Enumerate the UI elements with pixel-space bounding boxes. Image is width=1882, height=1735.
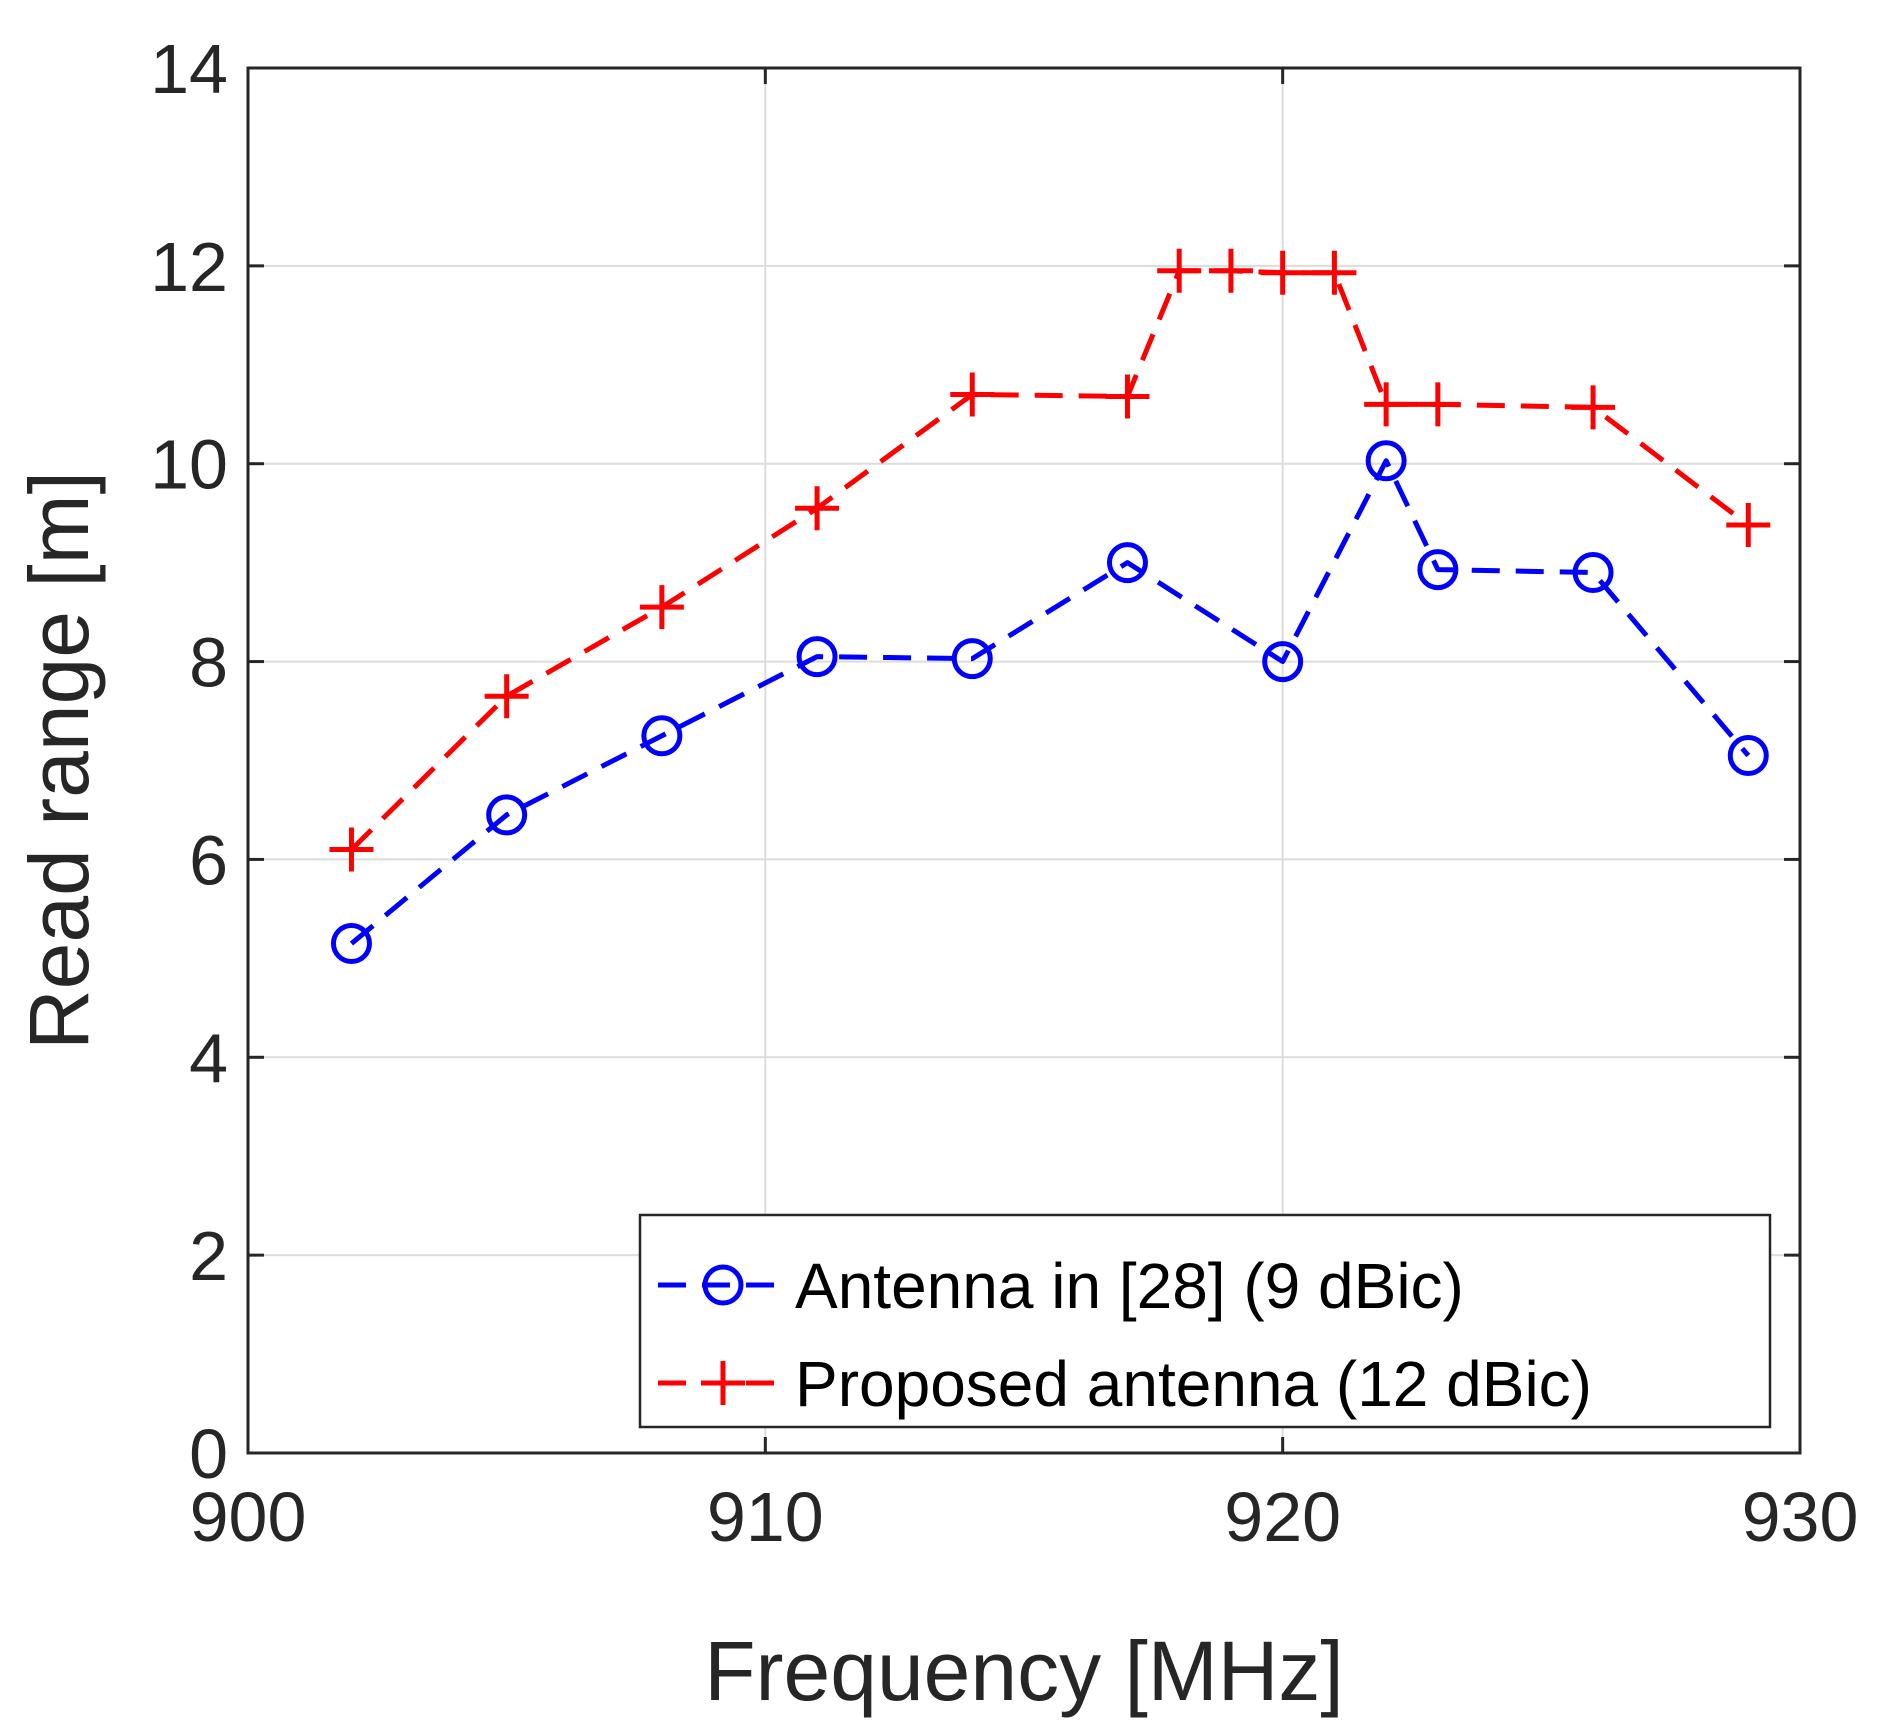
y-tick-label: 14 [150,30,228,108]
y-tick-label: 6 [189,821,228,899]
data-point [951,638,993,680]
data-point [1727,735,1769,777]
legend: Antenna in [28] (9 dBic) Proposed antenn… [638,1213,1772,1429]
x-tick-label: 910 [707,1478,824,1556]
legend-box [638,1213,1772,1429]
data-point [1262,641,1304,683]
data-point [1417,549,1459,591]
data-point [641,715,683,757]
series-0 [330,440,1769,965]
x-tick-label: 930 [1742,1478,1859,1556]
data-point [1208,248,1253,293]
axis-ticks: 900 910 920 930 0 2 4 6 8 10 12 14 [150,30,1858,1556]
data-point [1726,503,1771,548]
data-point [1105,374,1150,419]
data-point [1157,248,1202,293]
legend-symbol-proposed-antenna [658,1361,788,1405]
series-line [349,458,1751,946]
data-point [796,636,838,678]
y-axis-label: Read range [m] [12,471,106,1050]
legend-entry-proposed-antenna: Proposed antenna (12 dBic) [795,1348,1592,1420]
legend-entry-antenna-28: Antenna in [28] (9 dBic) [795,1250,1464,1322]
legend-marker [701,1361,745,1405]
data-point [1415,382,1460,427]
data-point [484,674,529,719]
y-tick-label: 2 [189,1217,228,1295]
x-axis-label: Frequency [MHz] [704,1624,1344,1718]
data-point [1312,250,1357,295]
plot-area-frame [246,66,1802,1455]
series-line [349,268,1750,852]
series-1 [329,248,1771,872]
data-point [329,827,374,872]
data-point [1106,542,1148,584]
legend-marker [702,1264,744,1306]
y-tick-label: 10 [150,426,228,504]
data-point [795,486,840,531]
y-tick-label: 8 [189,624,228,702]
data-point [1365,440,1407,482]
data-point [1260,250,1305,295]
data-point [950,372,995,417]
data-point [1571,385,1616,430]
data-point [1572,552,1614,594]
y-tick-label: 0 [189,1415,228,1493]
x-tick-label: 920 [1224,1478,1341,1556]
data-point [639,585,684,630]
data-series [329,248,1771,965]
y-tick-label: 12 [150,228,228,306]
legend-symbol-antenna-28 [658,1264,788,1306]
y-tick-label: 4 [189,1019,228,1097]
data-point [486,794,528,836]
data-point [1364,382,1409,427]
data-point [330,923,372,965]
x-tick-label: 900 [190,1478,307,1556]
